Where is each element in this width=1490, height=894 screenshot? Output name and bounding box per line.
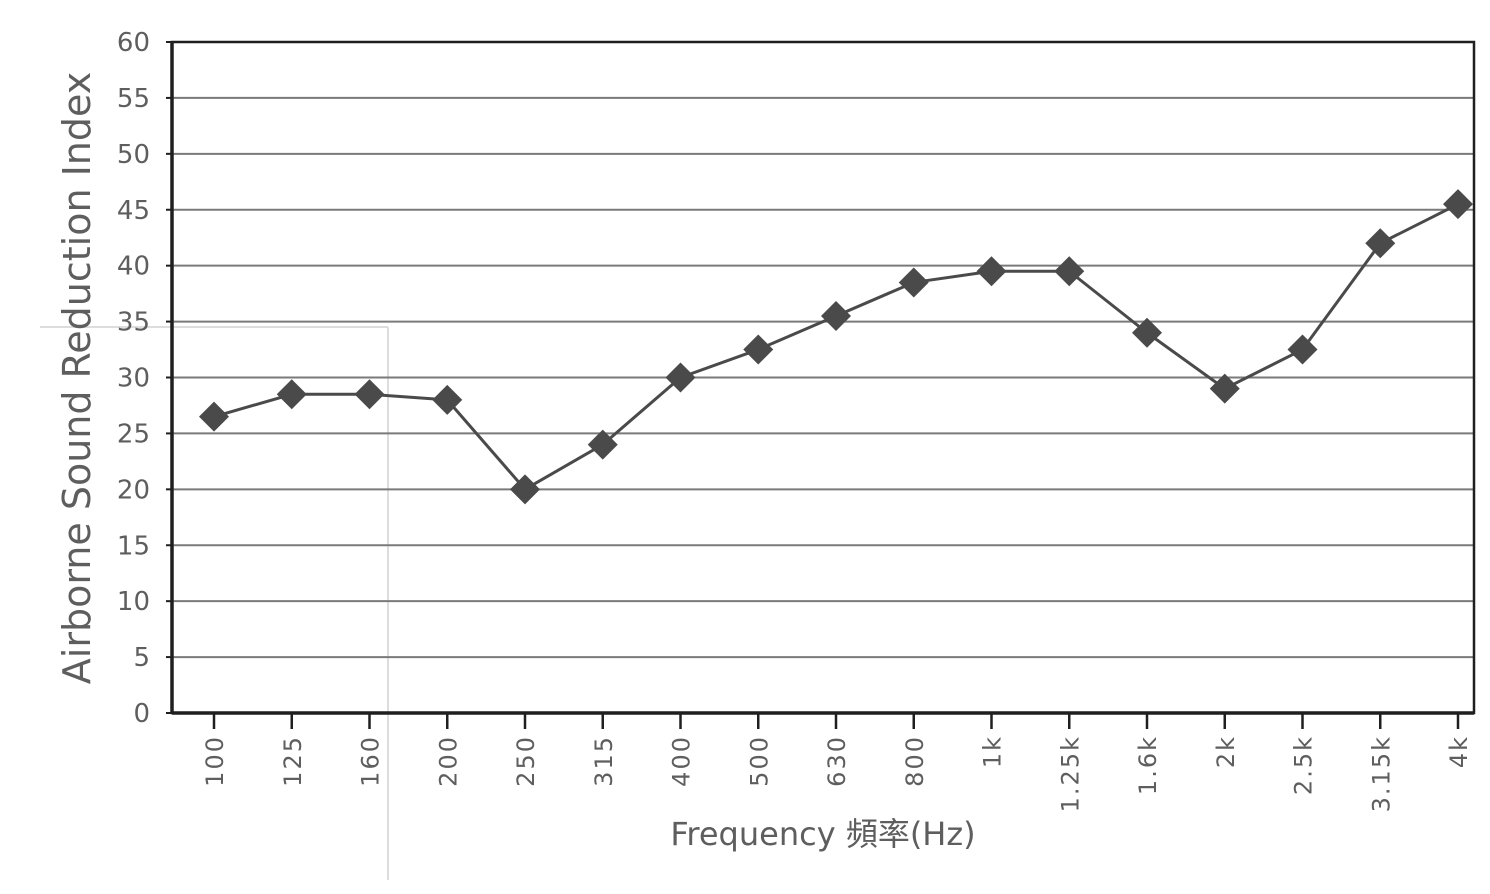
data-point-marker: [743, 334, 774, 365]
data-point-marker: [276, 379, 307, 410]
y-tick-label: 60: [117, 28, 150, 58]
grid-lines: [172, 41, 1474, 659]
data-point-marker: [587, 429, 618, 460]
y-tick-label: 50: [117, 140, 150, 170]
series-sound-reduction: [199, 189, 1473, 505]
x-tick-label: 1k: [979, 735, 1007, 768]
x-tick-label: 125: [279, 735, 307, 787]
y-tick-label: 45: [117, 196, 150, 226]
x-tick-label: 4k: [1445, 735, 1473, 768]
data-point-marker: [1132, 317, 1162, 348]
x-tick-label: 400: [668, 735, 696, 787]
data-point-marker: [821, 300, 851, 331]
x-tick-label: 2.5k: [1290, 735, 1318, 795]
y-axis-title: Airborne Sound Reduction Index: [55, 72, 99, 684]
data-point-marker: [1054, 256, 1085, 287]
data-point-marker: [898, 267, 929, 298]
series-line: [213, 202, 1459, 491]
x-tick-label: 800: [901, 735, 929, 787]
data-point-marker: [1443, 189, 1473, 220]
data-point-marker: [665, 362, 696, 393]
data-point-marker: [432, 384, 463, 415]
y-tick-label: 55: [117, 84, 150, 114]
data-point-marker: [510, 474, 540, 505]
data-point-marker: [199, 401, 229, 432]
x-axis-ticks: 100 125 160 200 250 315 400 500 630 800 1k 1.25k 1.6…: [201, 713, 1473, 812]
data-point-marker: [1209, 373, 1240, 404]
x-axis-title: Frequency 頻率(Hz): [670, 815, 975, 853]
data-point-marker: [1365, 228, 1396, 259]
x-tick-label: 200: [434, 735, 462, 787]
x-tick-label: 3.15k: [1367, 735, 1395, 812]
x-tick-label: 315: [590, 735, 618, 787]
data-point-marker: [976, 256, 1007, 287]
y-tick-label: 25: [117, 419, 150, 449]
y-tick-label: 35: [117, 308, 150, 338]
x-tick-label: 160: [357, 735, 385, 787]
data-point-marker: [354, 379, 385, 410]
x-tick-label: 1.25k: [1056, 735, 1084, 812]
y-tick-label: 30: [117, 364, 150, 394]
x-tick-label: 100: [201, 735, 229, 787]
y-axis-tick-labels: 0 5 10 15 20 25 30 35 40 45 50 55 60: [117, 28, 172, 729]
y-tick-label: 40: [117, 252, 150, 282]
x-tick-label: 1.6k: [1134, 735, 1162, 795]
y-tick-label: 0: [133, 699, 150, 729]
y-tick-label: 10: [117, 587, 150, 617]
y-tick-label: 20: [117, 475, 150, 505]
data-point-marker: [1287, 334, 1318, 365]
y-tick-label: 5: [133, 643, 150, 673]
x-tick-label: 250: [512, 735, 540, 787]
x-tick-label: 500: [745, 735, 773, 787]
y-tick-label: 15: [117, 531, 150, 561]
x-tick-label: 2k: [1212, 735, 1240, 768]
x-tick-label: 630: [823, 735, 851, 787]
